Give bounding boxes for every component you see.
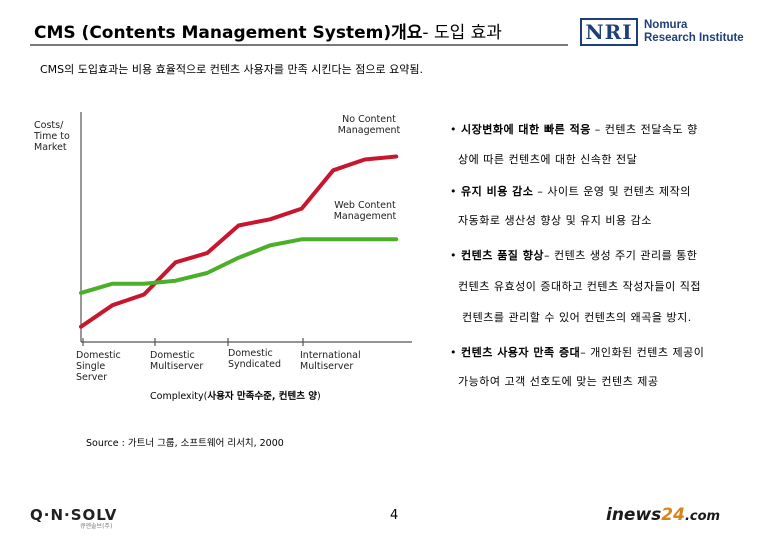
title-main: CMS (Contents Management System)개요 xyxy=(34,23,423,43)
bullet-3-cont2: 컨텐츠를 관리할 수 있어 컨텐츠의 왜곡을 방지. xyxy=(462,311,692,324)
bullet-marker: • xyxy=(450,185,457,198)
bullet-2-cont: 자동화로 생산성 향상 및 유지 비용 감소 xyxy=(458,214,652,227)
bullet-2-title: 유지 비용 감소 xyxy=(461,185,534,198)
chart-axes xyxy=(80,112,412,343)
x-axis-label: Complexity(사용자 만족수준, 컨텐츠 양) xyxy=(150,388,321,402)
title-sub: - 도입 효과 xyxy=(422,23,502,43)
nri-logo: NRI Nomura Research Institute xyxy=(580,18,744,48)
bullet-3-text: – 컨텐츠 생성 주기 관리를 통한 xyxy=(544,249,698,262)
series-line-0 xyxy=(79,154,399,329)
bullet-1: • 시장변화에 대한 빠른 적응 – 컨텐츠 전달속도 향 xyxy=(450,121,698,137)
page-title: CMS (Contents Management System)개요- 도입 효… xyxy=(34,18,502,43)
bullet-1-cont: 상에 따른 컨텐츠에 대한 신속한 전달 xyxy=(458,153,638,166)
x-category-label: Domestic Syndicated xyxy=(228,348,281,370)
nri-logo-mark: NRI xyxy=(580,18,638,46)
bullet-3-cont: 컨텐츠 유효성이 증대하고 컨텐츠 작성자들이 직접 xyxy=(458,280,702,293)
bullet-3: • 컨텐츠 품질 향상– 컨텐츠 생성 주기 관리를 통한 xyxy=(450,247,697,263)
x-ticks xyxy=(82,338,304,346)
x-category-label: Domestic Single Server xyxy=(76,350,121,383)
bullet-marker: • xyxy=(450,346,457,359)
inews-text: inews xyxy=(606,505,662,525)
bullet-4: • 컨텐츠 사용자 만족 증대– 개인화된 컨텐츠 제공이 xyxy=(450,344,704,360)
x-category-label: Domestic Multiserver xyxy=(150,350,204,372)
title-divider xyxy=(30,44,568,46)
qnsolv-brand: Q·N·SOLV xyxy=(30,506,118,524)
bullet-2-text: – 사이트 운영 및 컨텐츠 제작의 xyxy=(533,185,691,198)
qnsolv-tagline: 큐엔솔브(주) xyxy=(80,523,113,530)
y-axis-label: Costs/ Time to Market xyxy=(34,120,70,153)
inews-com: .com xyxy=(684,509,721,524)
nri-logo-line2: Research Institute xyxy=(644,32,744,44)
x-axis-label-bold: 사용자 만족수준, 컨텐츠 양 xyxy=(207,391,318,402)
inews24-logo: inews24.com xyxy=(606,505,720,525)
bullet-2: • 유지 비용 감소 – 사이트 운영 및 컨텐츠 제작의 xyxy=(450,183,691,199)
nri-logo-name: Nomura Research Institute xyxy=(644,19,744,45)
inews-24: 24 xyxy=(661,505,685,525)
bullet-1-title: 시장변화에 대한 빠른 적응 xyxy=(461,123,591,136)
bullet-3-title: 컨텐츠 품질 향상 xyxy=(461,249,544,262)
x-category-label: International Multiserver xyxy=(300,350,361,372)
bullet-marker: • xyxy=(450,123,457,136)
x-axis-label-prefix: Complexity( xyxy=(150,391,208,402)
source-note: Source : 가트너 그룹, 소프트웨어 리서치, 2000 xyxy=(86,438,284,449)
bullet-4-title: 컨텐츠 사용자 만족 증대 xyxy=(461,346,581,359)
series-lines xyxy=(79,154,399,329)
series-label-no-content-management: No Content Management xyxy=(337,114,401,136)
page-number: 4 xyxy=(390,508,399,523)
bullet-4-cont: 가능하여 고객 선호도에 맞는 컨텐츠 제공 xyxy=(458,375,659,388)
bullet-4-text: – 개인화된 컨텐츠 제공이 xyxy=(580,346,705,359)
bullet-marker: • xyxy=(450,249,457,262)
summary-text: CMS의 도입효과는 비용 효율적으로 컨텐츠 사용자를 만족 시킨다는 점으로… xyxy=(40,63,423,76)
bullet-1-text: – 컨텐츠 전달속도 향 xyxy=(590,123,698,136)
series-line-1 xyxy=(79,237,399,295)
x-axis-label-suffix: ) xyxy=(317,391,321,402)
series-label-web-content-management: Web Content Management xyxy=(333,200,397,222)
nri-logo-line1: Nomura xyxy=(644,19,688,31)
qnsolv-logo: Q·N·SOLV 큐엔솔브(주) xyxy=(30,507,142,535)
